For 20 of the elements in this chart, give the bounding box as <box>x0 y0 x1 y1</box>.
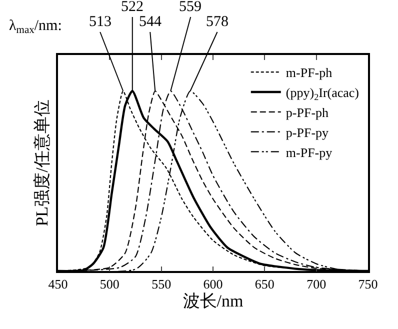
annotation: 522 <box>121 0 144 15</box>
y-axis-title: PL强度/任意单位 <box>32 100 52 226</box>
annotation: 578 <box>206 14 228 30</box>
x-tick-label: 450 <box>48 276 68 292</box>
legend-label: (ppy)$_{2}$Ir(acac) <box>286 85 360 102</box>
annotation: 544 <box>139 14 162 30</box>
x-tick-label: 750 <box>358 276 378 292</box>
x-tick-label: 600 <box>203 276 223 292</box>
x-tick-label: 700 <box>306 276 326 292</box>
x-tick-label: 550 <box>152 276 172 292</box>
x-tick-label: 500 <box>100 276 120 292</box>
x-axis-title: 波长/nm <box>182 291 244 310</box>
legend-label: m-PF-ph <box>286 65 333 80</box>
legend-label: m-PF-py <box>286 144 333 160</box>
legend-label: p-PF-ph <box>286 104 330 120</box>
text: λ$_{max}$/nm: <box>9 18 62 36</box>
annotation: 559 <box>179 0 202 15</box>
annotation: 513 <box>89 14 112 30</box>
x-tick-label: 650 <box>254 276 274 292</box>
legend-label: p-PF-py <box>286 124 330 140</box>
